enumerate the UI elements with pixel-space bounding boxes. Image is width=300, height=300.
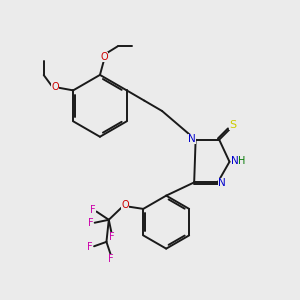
- Text: F: F: [88, 218, 93, 228]
- Text: H: H: [238, 156, 246, 166]
- Text: N: N: [218, 178, 225, 188]
- Text: O: O: [51, 82, 59, 92]
- Text: F: F: [87, 242, 93, 252]
- Text: N: N: [231, 156, 239, 166]
- Text: S: S: [230, 120, 237, 130]
- Text: O: O: [121, 200, 129, 210]
- Text: N: N: [188, 134, 196, 144]
- Text: O: O: [100, 52, 108, 62]
- Text: F: F: [90, 205, 96, 215]
- Text: F: F: [108, 254, 114, 264]
- Text: F: F: [109, 232, 115, 242]
